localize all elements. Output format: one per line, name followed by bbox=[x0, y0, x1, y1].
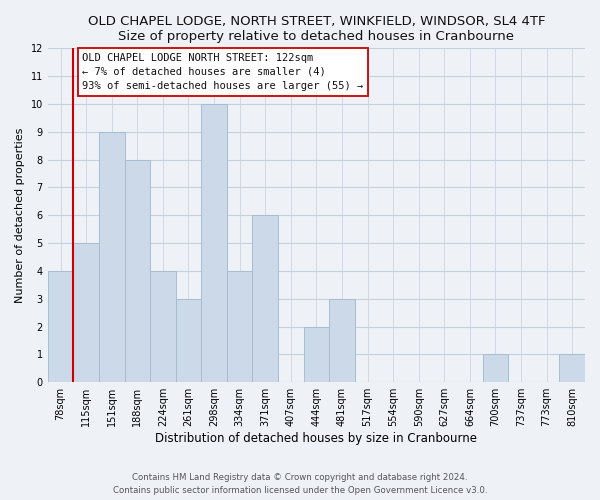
Bar bbox=[73, 243, 99, 382]
Text: Contains HM Land Registry data © Crown copyright and database right 2024.
Contai: Contains HM Land Registry data © Crown c… bbox=[113, 474, 487, 495]
Bar bbox=[201, 104, 227, 382]
Bar bbox=[304, 326, 329, 382]
Bar bbox=[253, 216, 278, 382]
Bar bbox=[227, 271, 253, 382]
Bar bbox=[125, 160, 150, 382]
Text: OLD CHAPEL LODGE NORTH STREET: 122sqm
← 7% of detached houses are smaller (4)
93: OLD CHAPEL LODGE NORTH STREET: 122sqm ← … bbox=[82, 52, 364, 92]
Bar bbox=[150, 271, 176, 382]
Y-axis label: Number of detached properties: Number of detached properties bbox=[15, 128, 25, 303]
Bar bbox=[559, 354, 585, 382]
Bar bbox=[48, 271, 73, 382]
Title: OLD CHAPEL LODGE, NORTH STREET, WINKFIELD, WINDSOR, SL4 4TF
Size of property rel: OLD CHAPEL LODGE, NORTH STREET, WINKFIEL… bbox=[88, 15, 545, 43]
Bar bbox=[99, 132, 125, 382]
Bar bbox=[176, 298, 201, 382]
Bar bbox=[482, 354, 508, 382]
Bar bbox=[329, 298, 355, 382]
X-axis label: Distribution of detached houses by size in Cranbourne: Distribution of detached houses by size … bbox=[155, 432, 478, 445]
